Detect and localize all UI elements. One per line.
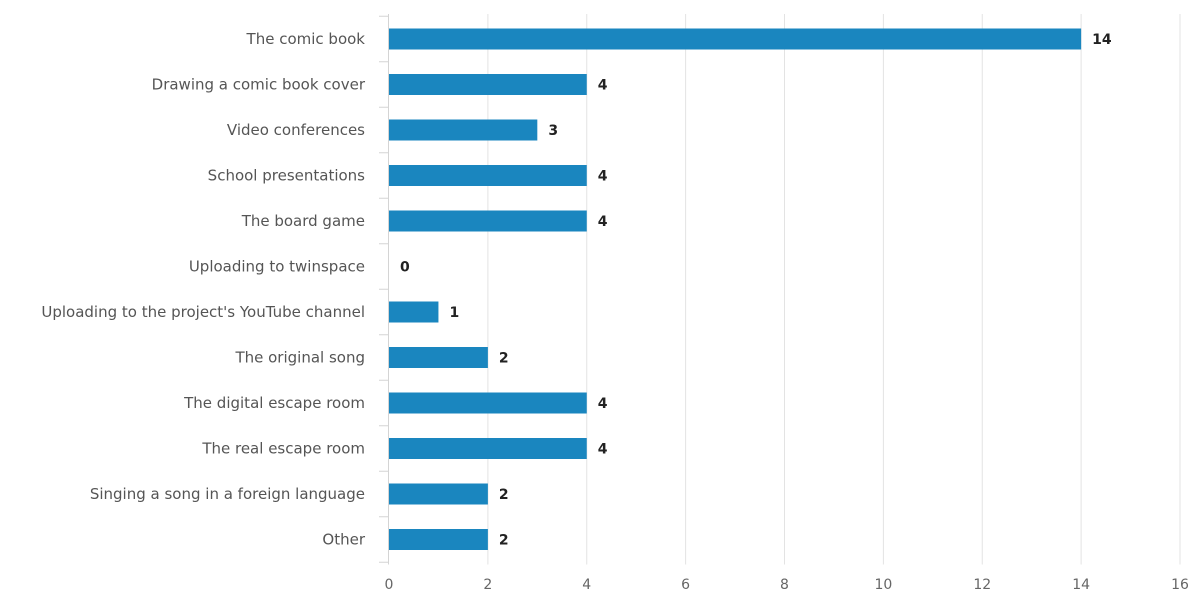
bar xyxy=(389,347,488,368)
x-tick-label: 4 xyxy=(582,577,591,593)
bar xyxy=(389,483,488,505)
bar xyxy=(389,74,587,95)
category-label: Uploading to the project's YouTube chann… xyxy=(41,303,365,321)
y-axis xyxy=(379,14,389,565)
category-labels: The comic book Drawing a comic book cover… xyxy=(41,30,365,549)
x-tick-label: 0 xyxy=(385,577,394,593)
category-label: The board game xyxy=(241,212,365,230)
x-axis-tick-labels: 0 2 4 6 8 10 12 14 16 xyxy=(385,577,1189,593)
data-label: 3 xyxy=(548,123,558,139)
data-label: 2 xyxy=(499,487,509,503)
category-label: Uploading to twinspace xyxy=(189,258,365,276)
data-label: 4 xyxy=(598,396,608,412)
data-label: 14 xyxy=(1092,32,1112,48)
data-labels: 14 4 3 4 4 0 1 2 4 4 2 2 xyxy=(400,32,1112,549)
category-label: The original song xyxy=(234,349,365,367)
x-tick-label: 6 xyxy=(681,577,690,593)
data-label: 1 xyxy=(449,305,459,321)
category-label: The digital escape room xyxy=(183,394,365,412)
category-label: School presentations xyxy=(208,167,366,185)
data-label: 2 xyxy=(499,533,509,549)
bar xyxy=(389,529,488,550)
data-label: 2 xyxy=(499,351,509,367)
x-tick-label: 14 xyxy=(1072,577,1090,593)
data-label: 4 xyxy=(598,78,608,94)
data-label: 4 xyxy=(598,214,608,230)
bar xyxy=(389,28,1082,50)
bar xyxy=(389,210,587,232)
bar xyxy=(389,438,587,459)
x-tick-label: 2 xyxy=(483,577,492,593)
category-label: Other xyxy=(322,531,365,549)
category-label: The comic book xyxy=(246,30,366,48)
x-tick-label: 16 xyxy=(1171,577,1189,593)
category-label: Singing a song in a foreign language xyxy=(90,485,365,503)
category-label: Drawing a comic book cover xyxy=(152,76,366,94)
data-label: 4 xyxy=(598,442,608,458)
bar xyxy=(389,165,587,186)
bar xyxy=(389,119,538,141)
data-label: 0 xyxy=(400,260,410,276)
data-label: 4 xyxy=(598,169,608,185)
x-tick-label: 12 xyxy=(973,577,991,593)
bar xyxy=(389,392,587,414)
x-tick-label: 8 xyxy=(780,577,789,593)
x-tick-label: 10 xyxy=(874,577,892,593)
category-label: Video conferences xyxy=(227,121,365,139)
bar xyxy=(389,301,439,323)
grid-lines xyxy=(487,14,1181,565)
category-label: The real escape room xyxy=(201,440,365,458)
bars xyxy=(389,28,1082,550)
